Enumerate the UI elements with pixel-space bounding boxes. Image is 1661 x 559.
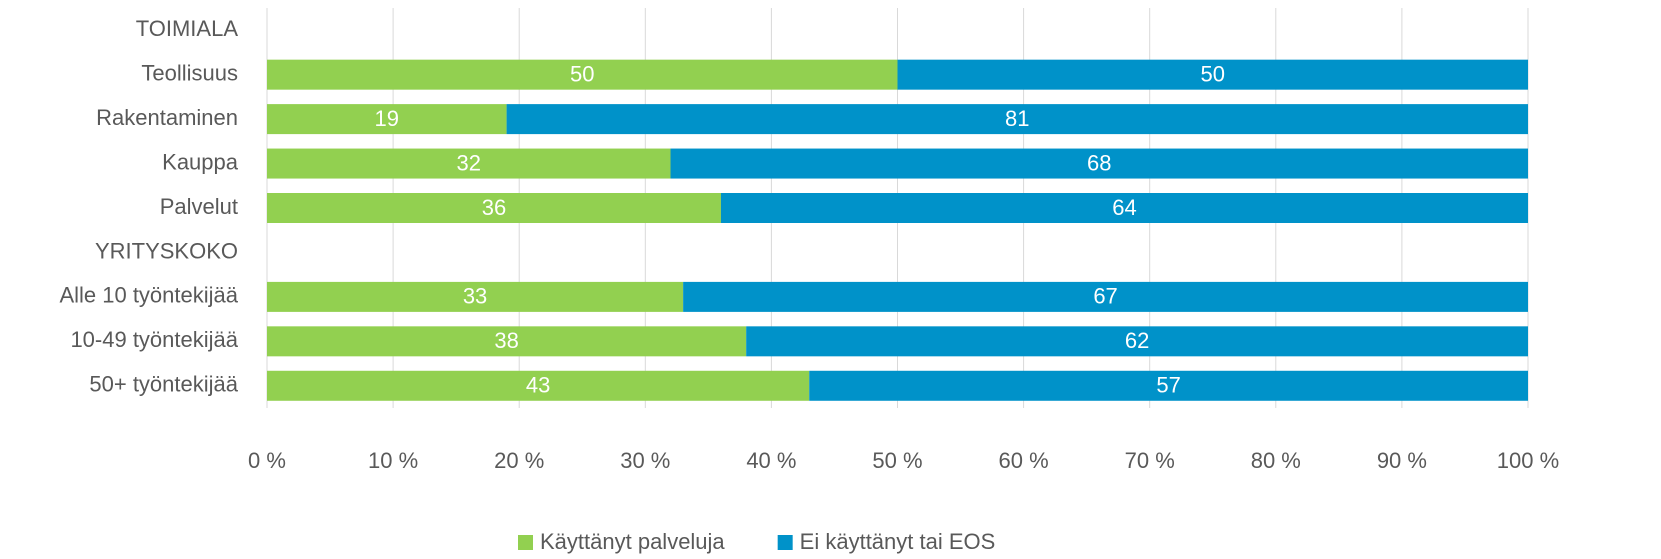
bar [683, 281, 1528, 312]
data-label: 36 [482, 195, 506, 220]
bar [809, 370, 1528, 401]
legend-swatch [518, 535, 533, 550]
x-tick-label: 60 % [999, 448, 1049, 473]
bar [267, 326, 747, 357]
y-tick-label: 50+ työntekijää [89, 372, 238, 397]
x-tick-label: 80 % [1251, 448, 1301, 473]
bar [267, 281, 684, 312]
bar [720, 193, 1528, 223]
y-tick-label: TOIMIALA [136, 16, 239, 41]
data-label: 33 [463, 284, 487, 309]
data-label: 50 [570, 61, 594, 86]
data-label: 67 [1093, 284, 1117, 309]
y-tick-label: YRITYSKOKO [95, 238, 238, 263]
data-label: 57 [1156, 373, 1180, 398]
x-tick-label: 90 % [1377, 448, 1427, 473]
x-tick-label: 70 % [1125, 448, 1175, 473]
legend-swatch [777, 535, 793, 550]
x-tick-label: 100 % [1497, 448, 1559, 473]
bar [670, 148, 1528, 179]
bar [267, 59, 898, 90]
bar [267, 104, 507, 135]
data-label: 38 [494, 328, 518, 353]
x-tick-label: 10 % [368, 448, 418, 473]
y-tick-label: Teollisuus [141, 60, 238, 85]
x-tick-label: 40 % [746, 448, 796, 473]
data-label: 62 [1125, 328, 1149, 353]
bar [506, 104, 1529, 135]
x-tick-label: 0 % [248, 448, 286, 473]
y-tick-label: Alle 10 työntekijää [59, 283, 238, 308]
data-label: 81 [1005, 106, 1029, 131]
bar [267, 148, 671, 179]
x-tick-label: 20 % [494, 448, 544, 473]
data-label: 64 [1112, 195, 1136, 220]
data-label: 68 [1087, 150, 1111, 175]
bar [746, 326, 1528, 357]
bar [267, 193, 721, 223]
legend-label: Käyttänyt palveluja [540, 529, 725, 554]
data-label: 43 [526, 373, 550, 398]
data-label: 50 [1201, 61, 1225, 86]
y-tick-label: 10-49 työntekijää [70, 327, 238, 352]
data-label: 19 [375, 106, 399, 131]
y-tick-label: Rakentaminen [96, 105, 238, 130]
legend-label: Ei käyttänyt tai EOS [800, 529, 996, 554]
bar [897, 59, 1528, 90]
x-tick-label: 50 % [872, 448, 922, 473]
data-label: 32 [457, 150, 481, 175]
x-tick-label: 30 % [620, 448, 670, 473]
bar [267, 370, 810, 401]
y-tick-label: Palvelut [160, 194, 238, 219]
y-tick-label: Kauppa [162, 149, 239, 174]
